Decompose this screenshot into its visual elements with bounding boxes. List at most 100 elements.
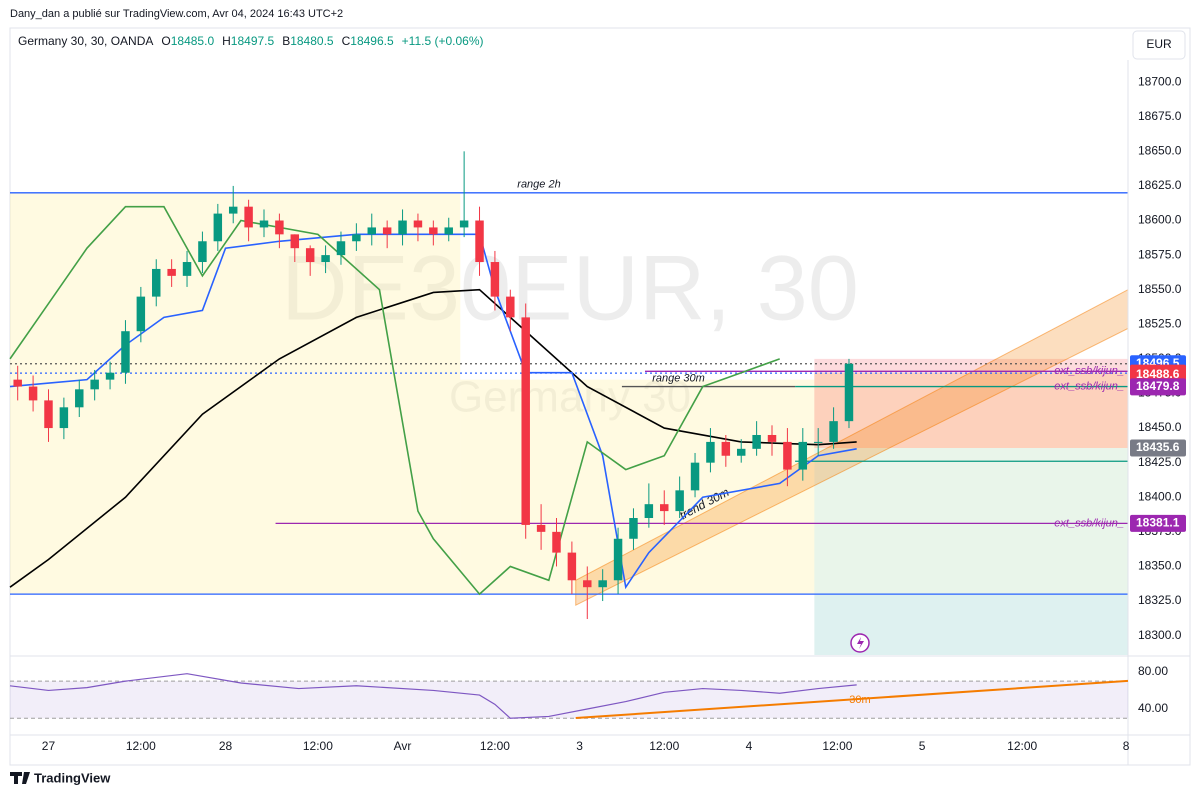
rsi-tick-label: 80.00 <box>1138 664 1168 678</box>
price-tag <box>1130 378 1186 396</box>
candle-body <box>59 407 69 429</box>
time-tick-label: 12:00 <box>1007 739 1037 753</box>
time-tick-label: 4 <box>746 739 753 753</box>
candle-body <box>44 400 53 429</box>
candle-body <box>629 518 638 539</box>
candle-body <box>228 206 238 214</box>
price-tick-label: 18300.0 <box>1138 628 1182 642</box>
logo-icon <box>10 772 30 784</box>
ohlc-value: 18480.5 <box>290 34 334 48</box>
candle-body <box>783 441 792 470</box>
candle-body <box>152 268 161 297</box>
candle-body <box>475 220 484 263</box>
candle-body <box>305 248 315 263</box>
time-tick-label: 27 <box>42 739 56 753</box>
time-tick-label: Avr <box>394 739 412 753</box>
candle-body <box>244 206 253 228</box>
candle-body <box>459 220 469 228</box>
candle-body <box>644 504 654 519</box>
candle-body <box>90 379 99 390</box>
price-tick-label: 18450.0 <box>1138 420 1182 434</box>
indicator-line <box>9 233 857 590</box>
ohlc-value: 18485.0 <box>171 34 215 48</box>
price-tick-label: 18325.0 <box>1138 593 1182 607</box>
candle-body <box>167 268 176 276</box>
candle-body <box>413 220 423 228</box>
candle-body <box>829 421 838 442</box>
price-tag <box>1130 439 1186 457</box>
candle-body <box>382 227 392 235</box>
candle-body <box>613 538 623 581</box>
time-tick-label: 5 <box>919 739 926 753</box>
candle-body <box>182 262 192 276</box>
candle-body <box>660 504 669 512</box>
candle-body <box>13 379 22 387</box>
ohlc-value: 18496.5 <box>350 34 394 48</box>
rsi-tick-label: 40.00 <box>1138 701 1168 715</box>
candle-body <box>706 441 715 463</box>
candle-body <box>121 331 130 373</box>
indicator-line <box>9 288 857 588</box>
level-label: ext_ssb/kijun_ <box>1054 517 1124 529</box>
zone <box>10 192 461 595</box>
price-tag-text: 18381.1 <box>1136 516 1180 530</box>
event-bolt <box>857 637 864 649</box>
candle-body <box>690 462 700 491</box>
candle-body <box>259 220 269 228</box>
price-tick-label: 18550.0 <box>1138 282 1182 296</box>
indicator-line <box>9 205 780 596</box>
candle-body <box>398 220 407 235</box>
price-tick-label: 18600.0 <box>1138 213 1182 227</box>
watermark-name: Germany 30 <box>449 373 691 422</box>
candle-body <box>752 434 761 449</box>
candle-body <box>490 262 500 297</box>
price-tick-label: 18650.0 <box>1138 143 1182 157</box>
ohlc-key: B <box>282 34 290 48</box>
price-tick-label: 18350.0 <box>1138 559 1182 573</box>
candle-body <box>506 296 515 318</box>
candle-body <box>813 441 823 443</box>
candle-body <box>844 363 854 422</box>
currency-button[interactable] <box>1132 30 1186 60</box>
price-tag-text: 18435.6 <box>1136 440 1180 454</box>
candle-body <box>28 386 38 401</box>
time-tick-label: 12:00 <box>649 739 679 753</box>
candle-body <box>429 227 438 235</box>
ohlc-key: C <box>342 34 351 48</box>
symbol: Germany 30, 30, OANDA <box>18 34 153 48</box>
candle-body <box>444 227 453 235</box>
level-label: range 2h <box>517 179 560 191</box>
currency[interactable]: EUR <box>1146 37 1172 51</box>
rsi-line <box>9 673 857 719</box>
candle-body <box>598 580 607 588</box>
time-tick-label: 12:00 <box>303 739 333 753</box>
candle-body <box>675 490 684 512</box>
zone <box>814 373 1128 448</box>
candle-body <box>367 227 376 235</box>
frame <box>9 27 1191 766</box>
publisher: Dany_dan a publié sur TradingView.com, A… <box>10 8 343 20</box>
candle-body <box>275 220 284 235</box>
candle-body <box>213 213 223 242</box>
rsi-trend <box>575 679 1129 720</box>
candle-body <box>75 389 84 408</box>
time-tick-label: 12:00 <box>480 739 510 753</box>
price-tag-text: 18479.8 <box>1136 379 1180 393</box>
candle-body <box>336 241 346 256</box>
candle-body <box>290 234 300 249</box>
candle-body <box>198 241 207 263</box>
candle-body <box>352 234 361 242</box>
symbol-line: Germany 30, 30, OANDA O18485.0 H18497.5 B18… <box>18 34 484 48</box>
footer-brand: TradingView <box>34 770 111 785</box>
price-tick-label: 18675.0 <box>1138 109 1182 123</box>
candle-body <box>321 255 330 263</box>
price-tick-label: 18700.0 <box>1138 74 1182 88</box>
candle-body <box>736 448 746 456</box>
candle-body <box>536 524 546 532</box>
price-tag <box>1130 514 1186 532</box>
price-tick-label: 18625.0 <box>1138 178 1182 192</box>
price-tick-label: 18425.0 <box>1138 455 1182 469</box>
candle-body <box>798 441 808 470</box>
